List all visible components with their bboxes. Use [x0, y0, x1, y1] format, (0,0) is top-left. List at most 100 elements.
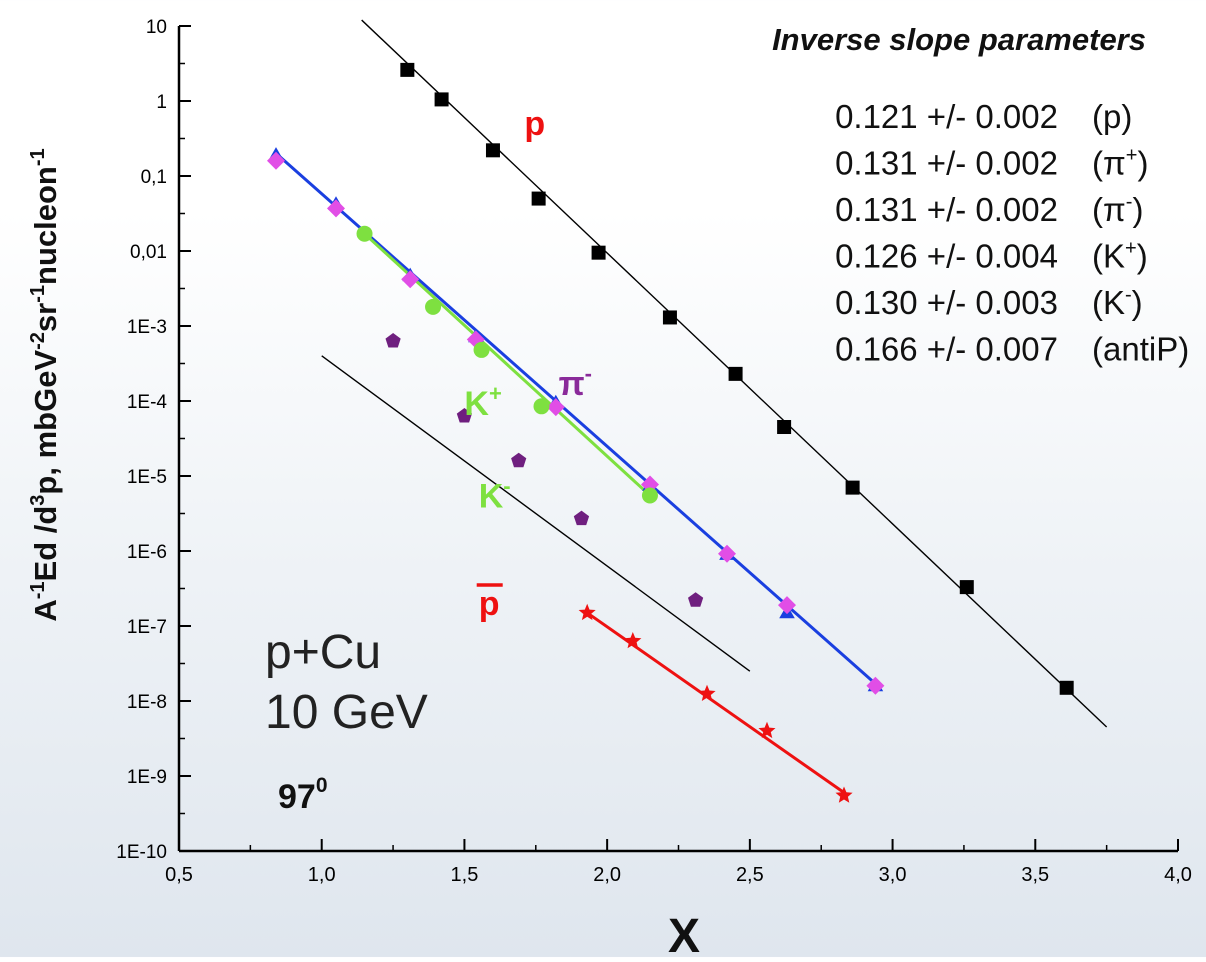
slope-particle-base: (K — [1092, 238, 1125, 275]
axes: 10 1 0,1 0,01 1E-3 1E-4 1E-5 1E-6 1E-7 1E-8 1E-9 1E… — [27, 17, 1192, 962]
x-tick-label: 2,5 — [736, 864, 764, 886]
y-tick-label: 10 — [146, 17, 167, 38]
y-axis-title-part: p, mbGeV — [28, 350, 63, 495]
marker-p — [1059, 680, 1074, 695]
y-axis-title-part: A — [28, 599, 63, 621]
marker-antip — [624, 632, 642, 649]
slope-particle-base: (π — [1092, 145, 1126, 182]
slope-particle: (K+) — [1092, 238, 1148, 275]
angle-label: 970 — [278, 774, 328, 816]
y-tick-label: 1E-10 — [116, 842, 167, 863]
marker-pi_minus — [327, 199, 345, 218]
reaction-system: p+Cu — [265, 626, 381, 679]
marker-antip — [835, 786, 853, 803]
slope-value: 0.130 +/- 0.003 — [835, 284, 1058, 321]
y-tick-label: 1E-6 — [127, 542, 167, 563]
slope-particle-base: (p) — [1092, 98, 1132, 135]
x-tick-label: 1,0 — [308, 864, 336, 886]
y-axis-title-sup: -1 — [27, 148, 49, 166]
slope-particle-close: ) — [1132, 191, 1143, 228]
angle-value: 97 — [278, 778, 316, 816]
slope-particle-close: ) — [1137, 238, 1148, 275]
marker-k_plus — [473, 341, 490, 358]
marker-k_minus — [688, 592, 704, 607]
slope-particle-base: (K — [1092, 284, 1125, 321]
x-tick-label: 3,0 — [879, 864, 907, 886]
marker-p — [959, 580, 974, 595]
slope-value: 0.121 +/- 0.002 — [835, 98, 1058, 135]
marker-p — [845, 480, 860, 495]
fit-line-k_minus — [321, 355, 751, 672]
y-tick-label: 1E-9 — [127, 767, 167, 788]
curve-label: p — [479, 585, 500, 623]
marker-k_plus — [533, 398, 550, 415]
annotation-heading: Inverse slope parameters — [772, 22, 1146, 57]
slope-particle: (K-) — [1092, 284, 1143, 321]
curve-label-sup: - — [503, 474, 510, 499]
marker-p — [400, 62, 415, 77]
marker-k_minus — [511, 452, 527, 468]
marker-pi_minus — [866, 676, 885, 695]
slope-particle-base: (antiP) — [1092, 331, 1189, 368]
curve-label-sup: - — [585, 361, 592, 386]
y-tick-label: 1E-5 — [127, 467, 167, 488]
y-axis-title-part: Ed /d — [28, 506, 63, 582]
curve-label-base: p — [524, 105, 545, 143]
marker-p — [434, 92, 449, 107]
marker-p — [485, 143, 500, 158]
marker-p — [728, 366, 743, 381]
curve-label-base: K — [479, 478, 504, 516]
marker-k_minus — [456, 408, 472, 423]
marker-k_minus — [385, 333, 401, 348]
marker-antip — [578, 603, 596, 621]
curve-label-base: π — [559, 365, 585, 403]
slope-particle-sup: + — [1125, 238, 1137, 260]
marker-pi_minus — [267, 151, 285, 170]
marker-k_plus — [425, 298, 442, 315]
y-tick-label: 1E-7 — [127, 617, 167, 638]
curve-label: K- — [479, 474, 511, 516]
fit-line-antip — [586, 611, 845, 794]
slope-particle: (p) — [1092, 98, 1132, 135]
slope-particle: (π-) — [1092, 191, 1143, 228]
marker-k_plus — [641, 487, 658, 504]
curve-label-base: p — [479, 585, 500, 623]
fit-lines — [275, 19, 1108, 794]
slope-particle-sup: + — [1126, 145, 1138, 167]
y-axis-title-part: sr — [28, 303, 63, 332]
y-tick-label: 0,01 — [130, 242, 167, 263]
y-axis-title-part: nucleon — [28, 166, 63, 285]
marker-k_plus — [356, 225, 373, 242]
y-axis-title-sup: 3 — [27, 495, 49, 506]
marker-p — [777, 420, 792, 435]
marker-pi_minus — [401, 270, 420, 289]
x-tick-label: 3,5 — [1021, 864, 1049, 886]
curve-label-base: K — [464, 385, 489, 423]
slope-particle: (antiP) — [1092, 331, 1189, 368]
slope-value: 0.166 +/- 0.007 — [835, 331, 1058, 368]
y-axis-title-sup: -1 — [27, 285, 49, 303]
x-axis-title: X — [668, 910, 700, 957]
y-tick-label: 1E-8 — [127, 692, 167, 713]
slope-value: 0.126 +/- 0.004 — [835, 238, 1058, 275]
curve-label: p — [524, 105, 545, 143]
x-tick-label: 4,0 — [1164, 864, 1192, 886]
curve-label: K+ — [464, 381, 501, 423]
inverse-slope-annotation: Inverse slope parameters 0.121 +/- 0.002… — [772, 22, 1189, 368]
y-tick-label: 1E-3 — [127, 317, 167, 338]
x-tick-label: 2,0 — [593, 864, 621, 886]
y-tick-label: 0,1 — [141, 167, 167, 188]
x-tick-label: 0,5 — [165, 864, 193, 886]
slope-particle-close: ) — [1137, 145, 1148, 182]
y-tick-label: 1E-4 — [127, 392, 168, 413]
y-axis-title-sup: -1 — [27, 581, 49, 599]
data-markers — [267, 62, 1074, 803]
slope-particle: (π+) — [1092, 145, 1148, 182]
marker-p — [591, 245, 606, 260]
marker-p — [662, 310, 677, 325]
marker-k_minus — [573, 510, 590, 526]
marker-pi_minus — [778, 596, 796, 615]
reaction-label: p+Cu 10 GeV 970 — [265, 626, 428, 816]
